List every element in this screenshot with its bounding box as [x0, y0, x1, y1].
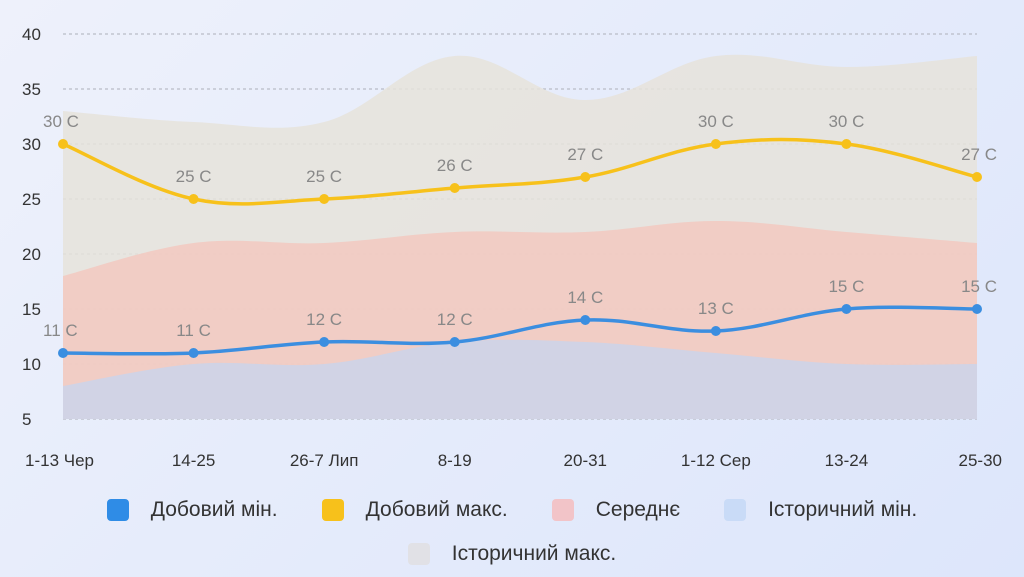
- legend-label-historical-max: Історичний макс.: [451, 542, 617, 565]
- data-point: [58, 348, 68, 358]
- data-label: 30 C: [828, 112, 864, 131]
- line-series: [58, 137, 982, 358]
- data-labels: 30 C 25 C 25 C 26 C 27 C 30 C 30 C 27 C 11 C 11 C…: [43, 112, 997, 340]
- x-tick-label: 1-12 Сер: [681, 451, 751, 470]
- legend-item-average: Середнє: [551, 498, 681, 522]
- data-point: [319, 194, 330, 204]
- data-label: 13 C: [698, 299, 734, 318]
- legend-label-average: Середнє: [595, 498, 681, 521]
- data-label: 12 C: [306, 310, 342, 329]
- y-tick-label: 5: [22, 410, 31, 429]
- data-label: 11 C: [176, 321, 211, 340]
- legend-item-historical-max: Історичний макс.: [407, 542, 617, 566]
- y-tick-label: 30: [22, 135, 41, 154]
- legend-swatch-historical-max: [407, 543, 430, 565]
- x-axis-ticks: 1-13 Чер 14-25 26-7 Лип 8-19 20-31 1-12 Сер 13…: [25, 451, 1002, 470]
- x-tick-label: 20-31: [564, 451, 607, 470]
- legend: Добовий мін. Добовий макс. Середнє Істор…: [0, 488, 1024, 576]
- data-point: [972, 172, 982, 182]
- y-tick-label: 10: [22, 355, 41, 374]
- data-label: 25 C: [306, 167, 342, 186]
- legend-item-daily-min: Добовий мін.: [106, 498, 278, 522]
- x-tick-label: 8-19: [438, 451, 472, 470]
- data-label: 30 C: [698, 112, 734, 131]
- x-tick-label: 25-30: [959, 451, 1002, 470]
- data-label: 26 C: [437, 156, 473, 175]
- data-label: 27 C: [961, 145, 997, 164]
- legend-swatch-average: [551, 499, 574, 521]
- y-tick-label: 20: [22, 245, 41, 264]
- line-Добовий мін.: [62, 305, 978, 356]
- line-Добовий макс.: [62, 137, 978, 206]
- legend-swatch-daily-max: [321, 499, 344, 521]
- data-label: 15 C: [828, 277, 864, 296]
- legend-row-2: Історичний макс.: [0, 532, 1024, 576]
- data-point: [188, 194, 199, 204]
- data-point: [841, 304, 852, 314]
- area-Історичний мін.: [63, 339, 977, 419]
- data-point: [188, 348, 199, 358]
- data-label: 15 C: [961, 277, 997, 296]
- data-point: [449, 337, 460, 347]
- y-axis-ticks: 5 10 15 20 25 30 35 40: [22, 25, 41, 429]
- data-point: [972, 304, 982, 314]
- x-tick-label: 26-7 Лип: [290, 451, 359, 470]
- legend-label-historical-min: Історичний мін.: [768, 498, 918, 521]
- legend-swatch-daily-min: [106, 499, 129, 521]
- x-tick-label: 14-25: [172, 451, 215, 470]
- data-point: [710, 326, 721, 336]
- data-label: 30 C: [43, 112, 79, 131]
- x-tick-label: 1-13 Чер: [25, 451, 94, 470]
- data-label: 12 C: [437, 310, 473, 329]
- legend-item-historical-min: Історичний мін.: [724, 498, 917, 522]
- data-label: 11 C: [43, 321, 78, 340]
- data-point: [580, 172, 591, 182]
- legend-label-daily-max: Добовий макс.: [365, 498, 508, 521]
- data-point: [58, 139, 68, 149]
- data-point: [841, 139, 852, 149]
- data-label: 27 C: [567, 145, 603, 164]
- y-tick-label: 40: [22, 25, 41, 44]
- legend-swatch-historical-min: [724, 499, 747, 521]
- legend-row-1: Добовий мін. Добовий макс. Середнє Істор…: [0, 488, 1024, 532]
- y-tick-label: 35: [22, 80, 41, 99]
- data-point: [710, 139, 721, 149]
- y-tick-label: 25: [22, 190, 41, 209]
- data-point: [449, 183, 460, 193]
- legend-label-daily-min: Добовий мін.: [150, 498, 278, 521]
- data-label: 14 C: [567, 288, 603, 307]
- data-label: 25 C: [176, 167, 212, 186]
- x-tick-label: 13-24: [825, 451, 868, 470]
- legend-item-daily-max: Добовий макс.: [321, 498, 508, 522]
- data-point: [580, 315, 591, 325]
- temperature-chart: 5 10 15 20 25 30 35 40 1-13 Чер 14-25 26-7 Лип 8-1…: [22, 25, 1002, 470]
- y-tick-label: 15: [22, 300, 41, 319]
- area-series: [63, 54, 977, 420]
- data-point: [319, 337, 330, 347]
